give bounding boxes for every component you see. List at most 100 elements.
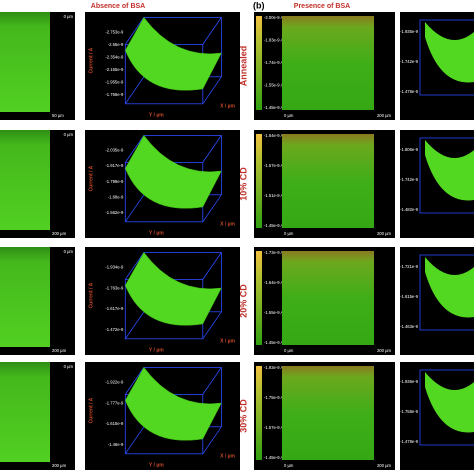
afm-image (0, 362, 50, 462)
panel-label: (b) (253, 0, 265, 10)
colorbar (256, 366, 262, 460)
colorbar-tick-label: -1.93e-9 A (264, 365, 284, 370)
afm-image (0, 12, 50, 112)
z-tick-label: -1.936e-9 (400, 379, 419, 384)
scale-label: 0 µm (64, 249, 74, 254)
box-edge (124, 252, 145, 280)
x-axis-label: X / µm (220, 338, 235, 344)
z-tick-label: -1.935e-9 (400, 29, 419, 34)
colorbar-tick-label: -1.51e-9 A (264, 193, 284, 198)
colorbar (256, 134, 262, 228)
colorbar-tick-label: -1.83e-9 A (264, 38, 284, 43)
z-tick-label: -1.463e-9 (400, 324, 419, 329)
z-tick-label: -2.354e-9 (105, 55, 124, 60)
scale-label: 200 µm (52, 348, 67, 353)
box-edge (124, 194, 145, 223)
box-edge (419, 19, 474, 96)
box-edge (124, 367, 145, 395)
z-tick-label: -1.472e-9 (105, 327, 124, 332)
box-edge (124, 311, 145, 340)
row-label: 20% CD (238, 284, 248, 318)
box-edge (202, 76, 222, 105)
z-tick-label: -1.617e-9 (105, 306, 124, 311)
z-tick-label: -1.777e-9 (105, 400, 124, 405)
box-edge (419, 254, 474, 331)
z-tick-label: -1.758e-9 (400, 409, 419, 414)
colorbar-tick-label: -2.00e-9 A (264, 15, 284, 20)
surface (425, 372, 474, 433)
z-tick-label: -1.806e-9 (400, 147, 419, 152)
right-title: Presence of BSA (294, 3, 350, 10)
colorbar-tick-label: -1.73e-9 A (264, 250, 284, 255)
left-title: Absence of BSA (91, 3, 145, 10)
box-edge (202, 426, 222, 455)
y-axis-label: Y / µm (149, 230, 164, 236)
z-tick-label: -1.766e-9 (105, 92, 124, 97)
colorbar-tick-label: -1.57e-9 A (264, 163, 284, 168)
colorbar-tick-label: -1.55e-9 A (264, 310, 284, 315)
surface (125, 366, 222, 441)
z-tick-label: -1.917e-9 (105, 163, 124, 168)
z-tick-label: -1.721e-9 (400, 264, 419, 269)
z-tick-label: -1.68e-9 (108, 194, 124, 199)
y-axis-label: Y / µm (149, 462, 164, 468)
z-tick-label: -1.742e-9 (400, 177, 419, 182)
z-tick-label: -1.742e-9 (400, 59, 419, 64)
y-axis-label: Y / µm (149, 112, 164, 118)
z-tick-label: -1.562e-9 (105, 210, 124, 215)
afm-image (282, 366, 374, 460)
z-axis-label: Current / A (88, 165, 94, 191)
surface (425, 140, 474, 201)
scale-label: 0 µm (284, 113, 294, 118)
scale-label: 0 µm (284, 231, 294, 236)
row-label: Annealed (238, 46, 248, 87)
z-tick-label: -1.955e-9 (105, 80, 124, 85)
scale-label: 0 µm (284, 348, 294, 353)
row-label: 30% CD (238, 399, 248, 433)
colorbar-tick-label: -1.45e-9 A (264, 455, 284, 460)
scale-label: 50 µm (52, 113, 64, 118)
colorbar-tick-label: -1.45e-9 A (264, 223, 284, 228)
scale-label: 0 µm (284, 463, 294, 468)
box-edge (202, 135, 222, 163)
surface (125, 134, 222, 209)
z-tick-label: -1.615e-9 (105, 421, 124, 426)
z-tick-label: -2.155e-9 (105, 67, 124, 72)
x-axis-label: X / µm (220, 221, 235, 227)
scale-label: 0 µm (64, 132, 74, 137)
colorbar-tick-label: -1.75e-9 A (264, 395, 284, 400)
scale-label: 200 µm (377, 348, 392, 353)
z-tick-label: -1.763e-9 (105, 285, 124, 290)
scale-label: 0 µm (64, 364, 74, 369)
z-tick-label: -1.615e-9 (400, 294, 419, 299)
scale-label: 200 µm (52, 231, 67, 236)
scale-label: 200 µm (52, 463, 67, 468)
afm-image (0, 247, 50, 347)
z-tick-label: -2.035e-9 (105, 148, 124, 153)
z-axis-label: Current / A (88, 397, 94, 423)
box-edge (202, 17, 222, 45)
x-axis-label: X / µm (220, 103, 235, 109)
colorbar-tick-label: -1.55e-9 A (264, 83, 284, 88)
z-tick-label: -1.922e-9 (105, 380, 124, 385)
z-tick-label: -1.934e-9 (105, 265, 124, 270)
z-tick-label: -1.46e-9 (108, 442, 124, 447)
colorbar-tick-label: -1.45e-9 A (264, 105, 284, 110)
z-axis-label: Current / A (88, 282, 94, 308)
scale-label: 200 µm (377, 463, 392, 468)
z-tick-label: -1.799e-9 (105, 179, 124, 184)
y-axis-label: Y / µm (149, 347, 164, 353)
z-tick-label: -1.478e-9 (400, 89, 419, 94)
box-edge (124, 135, 145, 163)
colorbar-tick-label: -1.57e-9 A (264, 425, 284, 430)
afm-image (0, 130, 50, 230)
box-edge (202, 311, 222, 340)
scale-label: 200 µm (377, 231, 392, 236)
colorbar-tick-label: -1.64e-9 A (264, 133, 284, 138)
box-edge (124, 426, 145, 455)
box-edge (419, 369, 474, 446)
afm-image (282, 251, 374, 345)
colorbar (256, 16, 262, 110)
surface (425, 22, 474, 83)
